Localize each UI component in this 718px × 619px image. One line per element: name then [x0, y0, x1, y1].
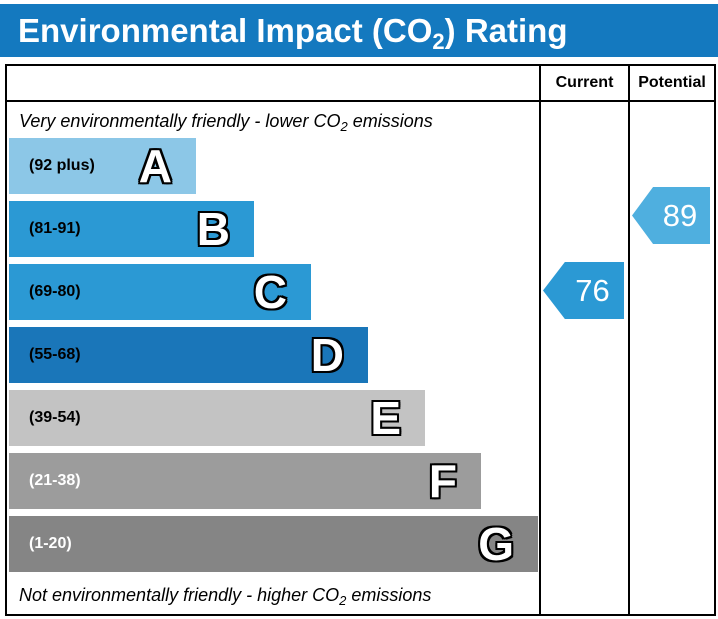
band-letter-f: F	[428, 455, 457, 507]
page-title-text: Environmental Impact (CO	[18, 12, 433, 49]
band-row-f: (21-38) F	[9, 453, 539, 509]
band-range-label-f: (21-38)	[29, 472, 81, 489]
band-letter-a: A	[138, 140, 172, 192]
header-current: Current	[539, 66, 628, 102]
band-bar-e: (39-54) E	[9, 390, 425, 446]
band-bar-f: (21-38) F	[9, 453, 481, 509]
band-bar-b: (81-91) B	[9, 201, 254, 257]
band-row-c: (69-80) C	[9, 264, 539, 320]
band-range-label-b: (81-91)	[29, 220, 81, 237]
band-bar-c: (69-80) C	[9, 264, 311, 320]
current-rating-value: 76	[575, 272, 610, 308]
caption-top-text: Very environmentally friendly - lower CO	[19, 111, 341, 131]
current-column: 76	[539, 102, 628, 614]
caption-bottom: Not environmentally friendly - higher CO…	[9, 579, 539, 614]
page-title-subscript: 2	[432, 29, 445, 54]
band-letter-d: D	[310, 329, 344, 381]
band-bar-d: (55-68) D	[9, 327, 368, 383]
rating-table: Current Potential Very environmentally f…	[5, 64, 716, 616]
band-bar-g: (1-20) G	[9, 516, 538, 572]
band-letter-g: G	[478, 518, 514, 570]
current-rating-arrow: 76	[543, 262, 624, 319]
caption-top-suffix: emissions	[347, 111, 433, 131]
band-range-label-c: (69-80)	[29, 283, 81, 300]
band-row-g: (1-20) G	[9, 516, 539, 572]
band-bar-a: (92 plus) A	[9, 138, 196, 194]
page-title: Environmental Impact (CO2) Rating	[0, 4, 718, 57]
caption-bottom-subscript: 2	[339, 593, 347, 608]
caption-bottom-suffix: emissions	[346, 585, 432, 605]
band-row-e: (39-54) E	[9, 390, 539, 446]
band-row-a: (92 plus) A	[9, 138, 539, 194]
caption-top-subscript: 2	[340, 119, 348, 134]
band-range-label-d: (55-68)	[29, 346, 81, 363]
caption-top: Very environmentally friendly - lower CO…	[9, 102, 539, 138]
band-letter-c: C	[253, 266, 287, 318]
band-letter-e: E	[370, 392, 401, 444]
page-title-suffix: ) Rating	[444, 12, 568, 49]
band-range-label-g: (1-20)	[29, 535, 72, 552]
band-range-label-e: (39-54)	[29, 409, 81, 426]
header-potential: Potential	[628, 66, 714, 102]
band-row-d: (55-68) D	[9, 327, 539, 383]
band-row-b: (81-91) B	[9, 201, 539, 257]
band-letter-b: B	[196, 203, 230, 255]
chart-body: Very environmentally friendly - lower CO…	[7, 102, 539, 614]
potential-rating-value: 89	[662, 197, 698, 233]
potential-column: 89	[628, 102, 714, 614]
band-range-label-a: (92 plus)	[29, 157, 95, 174]
header-spacer-cell	[7, 66, 539, 102]
caption-bottom-text: Not environmentally friendly - higher CO	[19, 585, 340, 605]
potential-rating-arrow: 89	[632, 187, 710, 244]
